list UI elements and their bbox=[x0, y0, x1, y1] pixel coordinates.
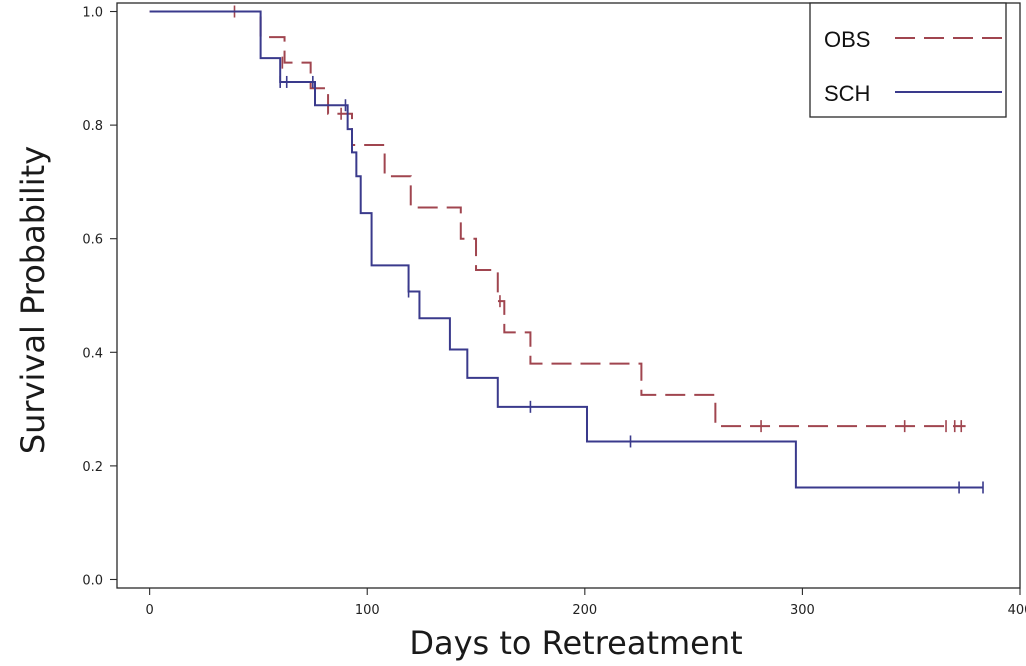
legend-label-obs: OBS bbox=[824, 27, 870, 52]
series-layer bbox=[149, 5, 984, 494]
y-axis: 0.0 0.2 0.4 0.6 0.8 1.0 bbox=[82, 6, 117, 588]
y-tick-label: 0.6 bbox=[82, 233, 103, 248]
legend-box bbox=[809, 2, 1007, 118]
series-line-sch bbox=[149, 10, 984, 489]
legend: OBS SCH bbox=[809, 2, 1007, 118]
x-axis: 0 100 200 300 400 bbox=[145, 588, 1026, 618]
y-tick-label: 0.2 bbox=[82, 460, 103, 475]
x-tick-label: 300 bbox=[790, 603, 815, 618]
series-line-obs bbox=[149, 10, 966, 428]
y-tick-label: 0.8 bbox=[82, 119, 103, 134]
y-tick-label: 1.0 bbox=[82, 6, 103, 21]
y-tick-label: 0.0 bbox=[82, 573, 103, 588]
x-tick-label: 400 bbox=[1008, 603, 1026, 618]
x-tick-label: 100 bbox=[355, 603, 380, 618]
legend-label-sch: SCH bbox=[824, 81, 870, 106]
x-tick-label: 200 bbox=[572, 603, 597, 618]
y-axis-title: Survival Probability bbox=[14, 146, 52, 454]
x-tick-label: 0 bbox=[145, 603, 153, 618]
plot-frame bbox=[116, 2, 1021, 589]
y-tick-label: 0.4 bbox=[82, 346, 103, 361]
x-axis-title: Days to Retreatment bbox=[409, 624, 742, 662]
series-sch bbox=[149, 10, 984, 494]
